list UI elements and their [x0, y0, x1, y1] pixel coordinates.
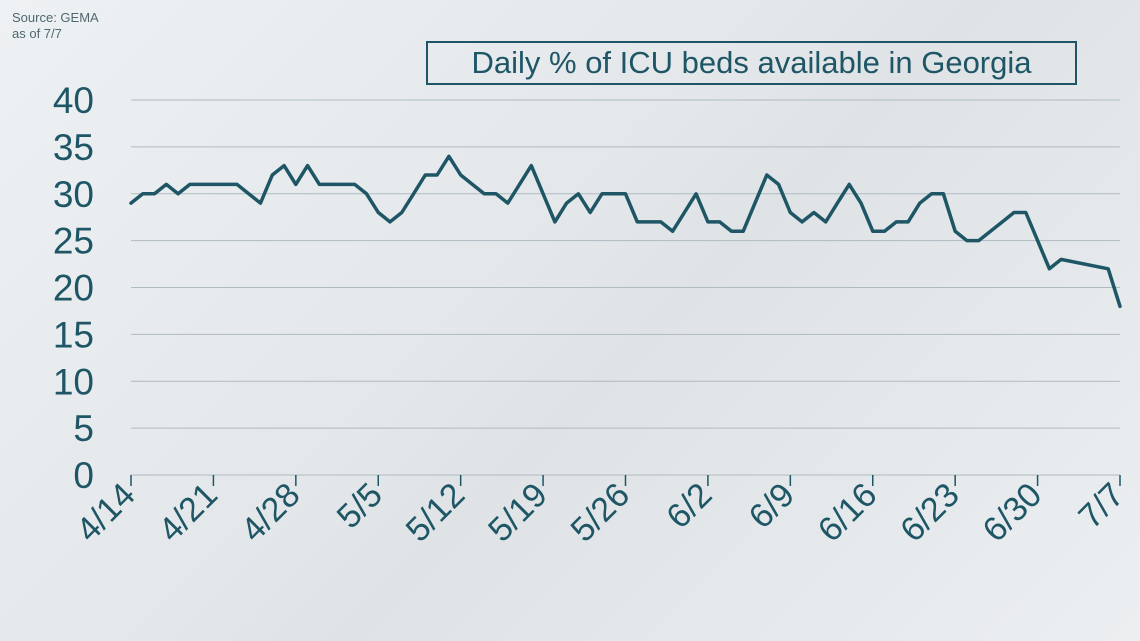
x-tick-label: 5/26 [563, 476, 637, 550]
y-tick-label: 25 [53, 221, 94, 262]
x-tick-label: 4/21 [151, 476, 225, 550]
x-axis-ticks: 4/14 4/21 4/28 5/5 5/12 5/19 5/26 6/2 6/9 6/16 6/2… [69, 475, 1132, 549]
x-tick-label: 6/16 [811, 476, 885, 550]
y-axis-ticks: 0 5 10 15 20 25 30 35 40 [53, 80, 94, 496]
y-tick-label: 0 [73, 455, 94, 496]
y-tick-label: 5 [73, 408, 94, 449]
chart-title: Daily % of ICU beds available in Georgia [426, 41, 1077, 85]
y-tick-label: 35 [53, 127, 94, 168]
y-tick-label: 40 [53, 80, 94, 121]
y-tick-label: 20 [53, 268, 94, 309]
x-tick-label: 6/30 [976, 476, 1050, 550]
x-tick-label: 5/5 [330, 476, 390, 536]
x-tick-label: 5/19 [481, 476, 555, 550]
series-line [129, 154, 1122, 309]
x-tick-label: 6/23 [893, 476, 967, 550]
x-tick-label: 5/12 [399, 476, 473, 550]
y-tick-label: 30 [53, 174, 94, 215]
x-tick-label: 6/9 [742, 476, 802, 536]
source-line: Source: GEMA [12, 10, 99, 25]
x-tick-label: 4/28 [234, 476, 308, 550]
gridlines [131, 99, 1120, 476]
source-note: Source: GEMA as of 7/7 [12, 10, 99, 42]
y-tick-label: 10 [53, 361, 94, 402]
as-of-line: as of 7/7 [12, 26, 62, 41]
y-tick-label: 15 [53, 314, 94, 355]
x-tick-label: 6/2 [659, 476, 719, 536]
x-tick-label: 7/7 [1071, 476, 1131, 536]
